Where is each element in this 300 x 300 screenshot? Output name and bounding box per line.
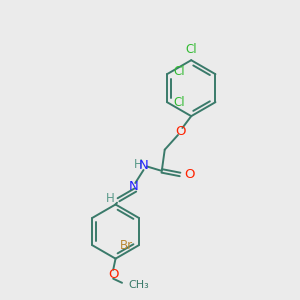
Text: O: O bbox=[184, 168, 195, 181]
Text: O: O bbox=[108, 268, 119, 281]
Text: Cl: Cl bbox=[173, 65, 185, 78]
Text: N: N bbox=[139, 158, 148, 172]
Text: O: O bbox=[176, 125, 186, 138]
Text: H: H bbox=[134, 158, 142, 171]
Text: N: N bbox=[129, 180, 139, 193]
Text: Cl: Cl bbox=[173, 96, 185, 109]
Text: CH₃: CH₃ bbox=[128, 280, 149, 290]
Text: Br: Br bbox=[119, 238, 133, 252]
Text: H: H bbox=[106, 192, 115, 205]
Text: Cl: Cl bbox=[185, 43, 197, 56]
